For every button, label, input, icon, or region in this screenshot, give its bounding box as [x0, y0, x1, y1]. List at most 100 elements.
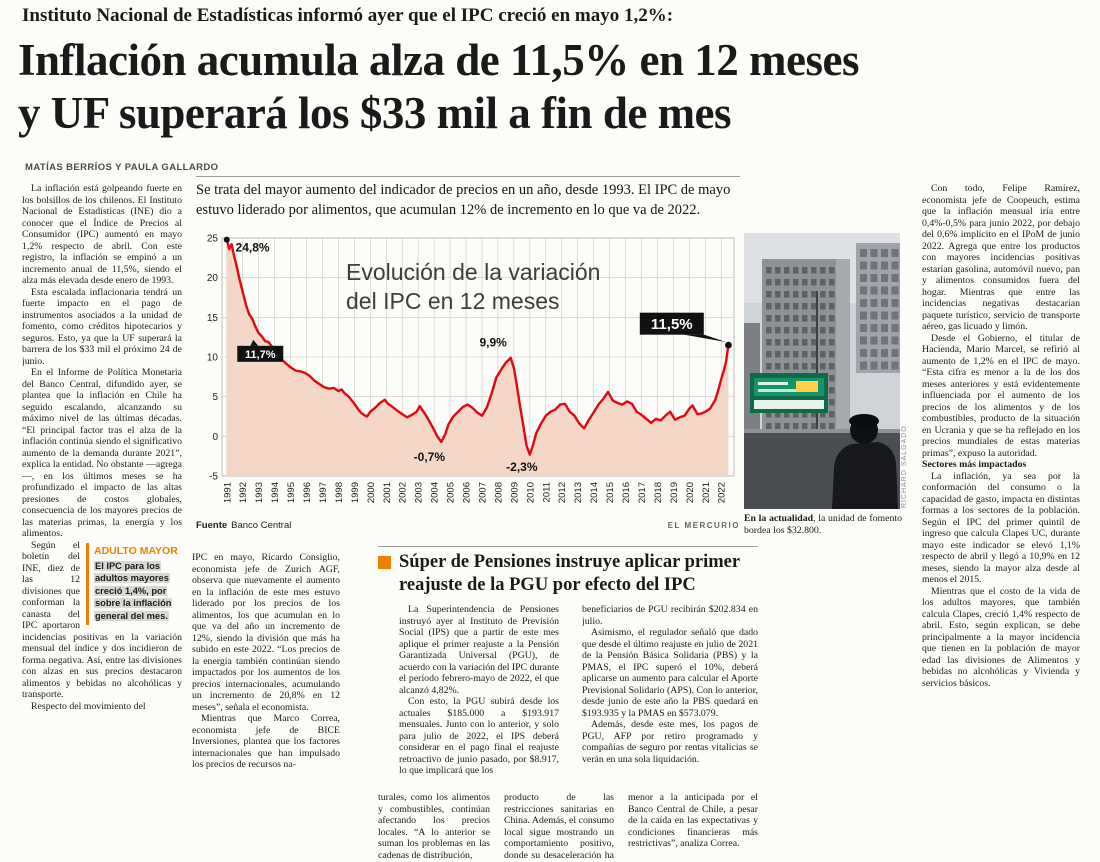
highlight-box-text: El IPC para los adultos mayores creció 1… [94, 560, 173, 621]
article-paragraph: Según el boletín del INE, diez de las 12… [22, 539, 182, 701]
svg-text:2019: 2019 [669, 482, 680, 503]
svg-text:2004: 2004 [430, 482, 441, 503]
svg-text:2011: 2011 [541, 482, 552, 502]
svg-text:11,5%: 11,5% [651, 316, 693, 333]
ipc-chart: 25 20 15 10 5 0 -5 1991 1992 1993 1994 1995 1996 1997… [196, 232, 740, 538]
chart-credit: EL MERCURIO [667, 521, 740, 530]
article-paragraph: Con esto, la PGU subirá desde los actual… [399, 696, 559, 776]
svg-text:2016: 2016 [621, 482, 632, 503]
article-paragraph: En el Informe de Política Monetaria del … [22, 367, 182, 539]
secondary-story-column-1: La Superintendencia de Pensiones instruy… [399, 604, 559, 788]
kicker: Instituto Nacional de Estadísticas infor… [22, 5, 674, 26]
svg-text:1994: 1994 [270, 482, 281, 503]
article-paragraph: Mientras que Marco Correa, economista je… [192, 713, 340, 770]
svg-text:2005: 2005 [446, 482, 457, 503]
continuation-bottom-col-1: turales, como los alimentos y combustibl… [378, 792, 490, 862]
story-bullet-icon [378, 556, 391, 569]
headline-line-2: y UF superará los $33 mil a fin de mes [18, 88, 732, 138]
photo-building-right [856, 243, 900, 373]
svg-text:0: 0 [212, 432, 218, 443]
photo-pole [816, 291, 818, 433]
photo-right-windows [860, 249, 899, 370]
svg-text:2006: 2006 [462, 482, 473, 503]
article-paragraph: menor a la anticipada por el Banco Centr… [628, 792, 758, 849]
highlight-box-adulto-mayor: ADULTO MAYOR El IPC para los adultos may… [86, 542, 182, 625]
continuation-bottom-col-2: producto de las restricciones sanitarias… [504, 792, 614, 862]
headline-line-1: Inflación acumula alza de 11,5% en 12 me… [18, 35, 860, 85]
highlight-box-title: ADULTO MAYOR [94, 544, 178, 557]
article-paragraph: turales, como los alimentos y combustibl… [378, 792, 490, 861]
article-paragraph: Además, desde este mes, los pagos de PGU… [582, 719, 758, 765]
article-paragraph: La inflación está golpeando fuerte en lo… [22, 183, 182, 286]
secondary-headline-line-1: Súper de Pensiones instruye aplicar prim… [399, 552, 741, 572]
svg-text:2002: 2002 [398, 482, 409, 503]
article-paragraph: Con todo, Felipe Ramírez, economista jef… [922, 183, 1080, 332]
svg-text:24,8%: 24,8% [236, 240, 270, 254]
photo-uf-sign [750, 373, 828, 413]
article-paragraph: Desde el Gobierno, el titular de Haciend… [922, 332, 1080, 459]
svg-text:15: 15 [207, 313, 219, 324]
svg-text:2018: 2018 [653, 482, 664, 503]
svg-text:11,7%: 11,7% [245, 349, 276, 361]
news-photo-illustration [744, 233, 900, 509]
svg-text:1999: 1999 [350, 482, 361, 503]
svg-text:2021: 2021 [701, 482, 712, 503]
secondary-story-column-2: beneficiarios de PGU recibirán $202.834 … [582, 604, 758, 788]
svg-text:2017: 2017 [637, 482, 648, 503]
photo-building-tower [762, 259, 836, 449]
photo-credit: RICHARD SALGADO [901, 425, 908, 508]
svg-text:2003: 2003 [414, 482, 425, 503]
photo-person-silhouette [832, 414, 898, 509]
chart-title: Evolución de la variación del IPC en 12 … [346, 259, 601, 314]
svg-text:2001: 2001 [382, 482, 393, 503]
svg-text:-5: -5 [209, 472, 218, 483]
photo-caption-lead: En la actualidad [744, 513, 814, 524]
section-subhead: Sectores más impactados [922, 459, 1027, 470]
article-column-left: La inflación está golpeando fuerte en lo… [22, 183, 182, 862]
svg-text:2020: 2020 [685, 482, 696, 503]
secondary-headline: Súper de Pensiones instruye aplicar prim… [399, 551, 763, 597]
svg-text:-0,7%: -0,7% [414, 450, 446, 464]
svg-text:2013: 2013 [573, 482, 584, 503]
article-paragraph: Respecto del movimiento del [31, 700, 146, 712]
svg-text:1993: 1993 [254, 482, 265, 503]
article-column-continuation: IPC en mayo, Ricardo Consiglio, economis… [192, 552, 340, 862]
article-paragraph: IPC en mayo, Ricardo Consiglio, economis… [192, 552, 340, 713]
svg-text:5: 5 [212, 392, 218, 403]
article-paragraph: La inflación, ya sea por la conformación… [922, 470, 1080, 586]
news-photo [744, 233, 900, 509]
svg-text:1992: 1992 [238, 482, 249, 503]
deck: Se trata del mayor aumento del indicador… [196, 182, 731, 218]
chart-foot-row: Fuente Banco Central EL MERCURIO [196, 520, 740, 531]
byline: MATÍAS BERRÍOS Y PAULA GALLARDO [25, 162, 219, 173]
article-paragraph: La Superintendencia de Pensiones instruy… [399, 604, 559, 696]
svg-text:2000: 2000 [366, 482, 377, 503]
chart-source: Fuente Banco Central [196, 520, 292, 531]
article-paragraph: producto de las restricciones sanitarias… [504, 792, 614, 862]
article-paragraph: Esta escalada inflacionaria tendrá un fu… [22, 286, 182, 367]
svg-text:1997: 1997 [318, 482, 329, 503]
continuation-bottom-col-3: menor a la anticipada por el Banco Centr… [628, 792, 758, 862]
main-headline: Inflación acumula alza de 11,5% en 12 me… [18, 34, 1082, 140]
svg-text:20: 20 [207, 273, 219, 284]
svg-text:2022: 2022 [717, 482, 728, 503]
svg-text:2007: 2007 [477, 482, 488, 503]
article-paragraph: Asimismo, el regulador señaló que dado q… [582, 627, 758, 719]
secondary-headline-line-2: reajuste de la PGU por efecto del IPC [399, 575, 696, 595]
svg-text:1998: 1998 [334, 482, 345, 503]
svg-text:2015: 2015 [605, 482, 616, 503]
svg-text:2012: 2012 [557, 482, 568, 503]
photo-caption: En la actualidad, la unidad de fomento b… [744, 513, 902, 536]
article-paragraph: beneficiarios de PGU recibirán $202.834 … [582, 604, 758, 627]
svg-text:1991: 1991 [222, 482, 233, 503]
svg-text:25: 25 [207, 234, 219, 245]
horizontal-rule [378, 546, 758, 547]
horizontal-rule [196, 176, 740, 177]
svg-text:1996: 1996 [302, 482, 313, 503]
svg-text:2009: 2009 [509, 482, 520, 503]
article-column-right: Con todo, Felipe Ramírez, economista jef… [922, 183, 1080, 862]
svg-text:1995: 1995 [286, 482, 297, 503]
svg-text:2008: 2008 [493, 482, 504, 503]
